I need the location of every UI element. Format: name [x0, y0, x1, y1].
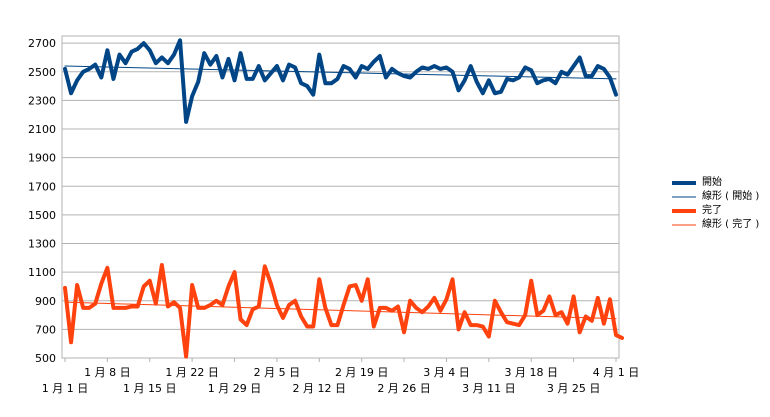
legend-item-done: 完了 [672, 204, 759, 218]
legend-item-start: 開始 [672, 176, 759, 190]
legend-label-start-trend: 線形 ( 開始 ) [702, 191, 760, 202]
x-tick-label-upper: 1 月 8 日 [84, 366, 131, 379]
x-tick-label-upper: 2 月 5 日 [254, 366, 301, 379]
legend-label-start: 開始 [702, 177, 722, 188]
x-tick-label-lower: 1 月 29 日 [208, 382, 262, 395]
y-tick-label: 2100 [28, 123, 56, 136]
x-tick-label-lower: 3 月 11 日 [462, 382, 516, 395]
y-tick-label: 2300 [28, 94, 56, 107]
x-tick-label-lower: 2 月 26 日 [377, 382, 431, 395]
x-tick-label-lower: 1 月 1 日 [42, 382, 89, 395]
legend-label-done: 完了 [702, 205, 722, 216]
x-tick-label-lower: 1 月 15 日 [123, 382, 177, 395]
y-tick-label: 2500 [28, 66, 56, 79]
x-tick-label-lower: 2 月 12 日 [293, 382, 347, 395]
y-axis-tick-labels: 500 700 900 1100 1300 1500 1700 1900 2100 2300 250… [28, 37, 56, 365]
legend-item-start-trend: 線形 ( 開始 ) [672, 190, 759, 204]
x-tick-label-upper: 2 月 19 日 [335, 366, 389, 379]
series-line-0 [63, 38, 618, 124]
y-tick-label: 700 [35, 323, 56, 336]
x-tick-label-lower: 3 月 25 日 [547, 382, 601, 395]
x-tick-label-upper: 3 月 4 日 [423, 366, 470, 379]
x-tick-label-upper: 4 月 1 日 [593, 366, 640, 379]
y-tick-label: 1500 [28, 209, 56, 222]
x-axis-tick-labels: 1 月 8 日 1 月 22 日 2 月 5 日 2 月 19 日 3 月 4 日 3 月… [42, 358, 640, 395]
legend: 開始 線形 ( 開始 ) 完了 線形 ( 完了 ) [672, 176, 759, 232]
y-tick-label: 1700 [28, 180, 56, 193]
series-line-2 [63, 262, 625, 359]
plot-frame [61, 35, 620, 359]
legend-swatch-done-trend [672, 224, 696, 226]
y-tick-label: 1900 [28, 152, 56, 165]
x-tick-label-upper: 3 月 18 日 [504, 366, 558, 379]
legend-item-done-trend: 線形 ( 完了 ) [672, 218, 759, 232]
legend-swatch-done [672, 209, 696, 213]
series-lines [63, 38, 625, 359]
y-tick-label: 500 [35, 352, 56, 365]
y-tick-label: 1300 [28, 238, 56, 251]
legend-swatch-start-trend [672, 196, 696, 198]
x-tick-label-upper: 1 月 22 日 [165, 366, 219, 379]
legend-label-done-trend: 線形 ( 完了 ) [702, 219, 760, 230]
legend-swatch-start [672, 181, 696, 185]
y-tick-label: 2700 [28, 37, 56, 50]
y-tick-label: 1100 [28, 266, 56, 279]
y-tick-label: 900 [35, 295, 56, 308]
